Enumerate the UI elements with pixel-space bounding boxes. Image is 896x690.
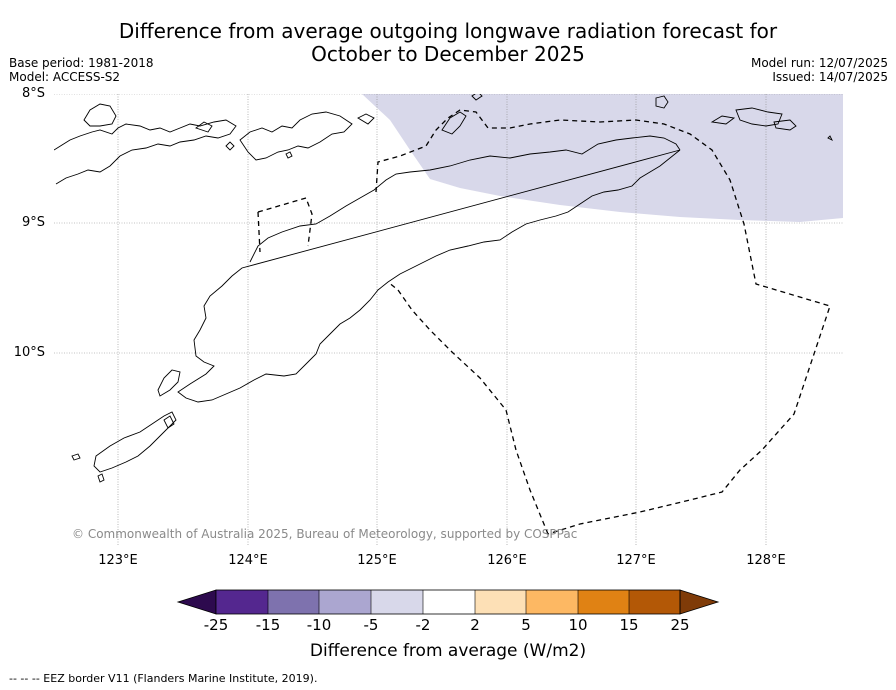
longitude-label: 123°E xyxy=(98,553,138,568)
colorbar-segment xyxy=(371,590,423,614)
issued-date-text: Issued: 14/07/2025 xyxy=(772,70,888,84)
colorbar-tick-label: -10 xyxy=(306,616,332,634)
colorbar-max-extension xyxy=(679,589,720,615)
colorbar-tick-label: 15 xyxy=(619,616,639,634)
colorbar-segment xyxy=(629,590,680,614)
coastlines xyxy=(54,94,834,483)
colorbar-segment xyxy=(475,590,526,614)
model-run-text: Model run: 12/07/2025 xyxy=(750,56,888,70)
colorbar-tick-label: 5 xyxy=(521,616,531,634)
eez-border-note: -- -- -- EEZ border V11 (Flanders Marine… xyxy=(9,672,318,685)
latitude-label: 10°S xyxy=(13,345,45,360)
longitude-label: 127°E xyxy=(616,553,656,568)
latitude-label: 8°S xyxy=(21,86,45,101)
title-line-2: October to December 2025 xyxy=(311,42,585,66)
colorbar-segment xyxy=(526,590,578,614)
anomaly-shaded-region xyxy=(362,94,843,222)
longitude-label: 128°E xyxy=(746,553,786,568)
colorbar-segment xyxy=(578,590,629,614)
colorbar-tick-label: -25 xyxy=(203,616,229,634)
base-period-text: Base period: 1981-2018 xyxy=(9,56,154,70)
eez-borders xyxy=(257,109,831,535)
model-name-text: Model: ACCESS-S2 xyxy=(9,70,121,84)
colorbar-tick-label: 25 xyxy=(670,616,690,634)
colorbar xyxy=(176,589,720,615)
colorbar-min-extension xyxy=(176,589,217,615)
colorbar-tick-label: 2 xyxy=(470,616,480,634)
colorbar-tick-label: -2 xyxy=(415,616,431,634)
map-title: Difference from average outgoing longwav… xyxy=(0,20,896,66)
colorbar-segment xyxy=(216,590,268,614)
latitude-label: 9°S xyxy=(21,215,45,230)
colorbar-tick-label: -15 xyxy=(255,616,281,634)
longitude-label: 125°E xyxy=(357,553,397,568)
colorbar-segment xyxy=(268,590,319,614)
colorbar-segment xyxy=(423,590,475,614)
colorbar-tick-label: 10 xyxy=(568,616,588,634)
longitude-label: 126°E xyxy=(487,553,527,568)
colorbar-tick-label: -5 xyxy=(363,616,379,634)
copyright-notice: © Commonwealth of Australia 2025, Bureau… xyxy=(72,527,578,541)
longitude-label: 124°E xyxy=(228,553,268,568)
colorbar-label: Difference from average (W/m2) xyxy=(309,641,587,661)
colorbar-segment xyxy=(319,590,371,614)
title-line-1: Difference from average outgoing longwav… xyxy=(118,19,778,43)
